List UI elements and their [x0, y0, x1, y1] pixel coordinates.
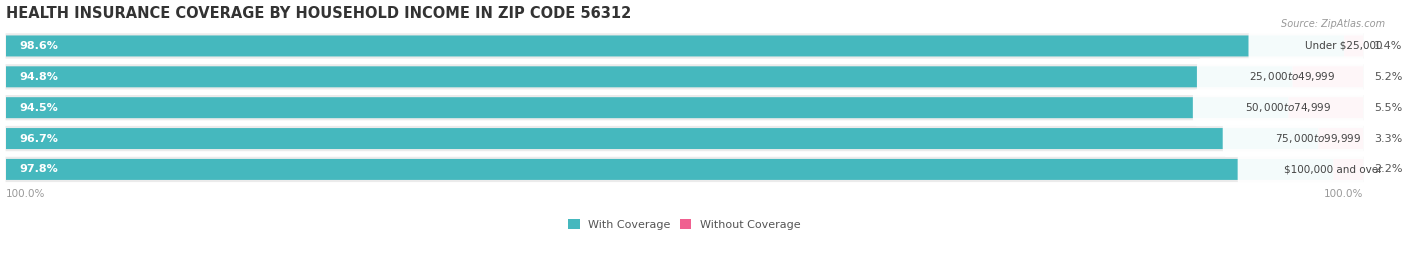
- Text: $100,000 and over: $100,000 and over: [1284, 164, 1382, 174]
- FancyBboxPatch shape: [1237, 151, 1406, 188]
- FancyBboxPatch shape: [1319, 128, 1364, 149]
- FancyBboxPatch shape: [6, 66, 1292, 87]
- FancyBboxPatch shape: [6, 128, 1319, 149]
- FancyBboxPatch shape: [6, 64, 1364, 90]
- Text: 3.3%: 3.3%: [1374, 133, 1402, 144]
- Text: 5.5%: 5.5%: [1374, 103, 1402, 113]
- FancyBboxPatch shape: [1288, 97, 1364, 118]
- FancyBboxPatch shape: [1192, 89, 1385, 126]
- Legend: With Coverage, Without Coverage: With Coverage, Without Coverage: [568, 219, 800, 230]
- FancyBboxPatch shape: [1333, 159, 1364, 180]
- FancyBboxPatch shape: [1223, 120, 1406, 157]
- Text: 100.0%: 100.0%: [6, 189, 45, 199]
- Text: $50,000 to $74,999: $50,000 to $74,999: [1246, 101, 1331, 114]
- Text: Source: ZipAtlas.com: Source: ZipAtlas.com: [1281, 19, 1385, 29]
- Text: $25,000 to $49,999: $25,000 to $49,999: [1250, 70, 1336, 83]
- Text: 2.2%: 2.2%: [1374, 164, 1403, 174]
- Text: 5.2%: 5.2%: [1374, 72, 1402, 82]
- FancyBboxPatch shape: [1292, 66, 1364, 87]
- Text: 94.5%: 94.5%: [20, 103, 58, 113]
- FancyBboxPatch shape: [6, 126, 1364, 151]
- Text: $75,000 to $99,999: $75,000 to $99,999: [1275, 132, 1361, 145]
- FancyBboxPatch shape: [1197, 58, 1388, 95]
- Text: HEALTH INSURANCE COVERAGE BY HOUSEHOLD INCOME IN ZIP CODE 56312: HEALTH INSURANCE COVERAGE BY HOUSEHOLD I…: [6, 6, 631, 20]
- Text: 1.4%: 1.4%: [1374, 41, 1402, 51]
- Text: 96.7%: 96.7%: [20, 133, 58, 144]
- FancyBboxPatch shape: [6, 33, 1364, 59]
- FancyBboxPatch shape: [6, 157, 1364, 182]
- FancyBboxPatch shape: [6, 159, 1333, 180]
- Text: 97.8%: 97.8%: [20, 164, 58, 174]
- Text: 94.8%: 94.8%: [20, 72, 58, 82]
- FancyBboxPatch shape: [1249, 27, 1406, 65]
- Text: 100.0%: 100.0%: [1324, 189, 1364, 199]
- FancyBboxPatch shape: [6, 95, 1364, 120]
- Text: Under $25,000: Under $25,000: [1305, 41, 1384, 51]
- FancyBboxPatch shape: [6, 36, 1344, 56]
- Text: 98.6%: 98.6%: [20, 41, 58, 51]
- FancyBboxPatch shape: [6, 97, 1288, 118]
- FancyBboxPatch shape: [1344, 36, 1364, 56]
